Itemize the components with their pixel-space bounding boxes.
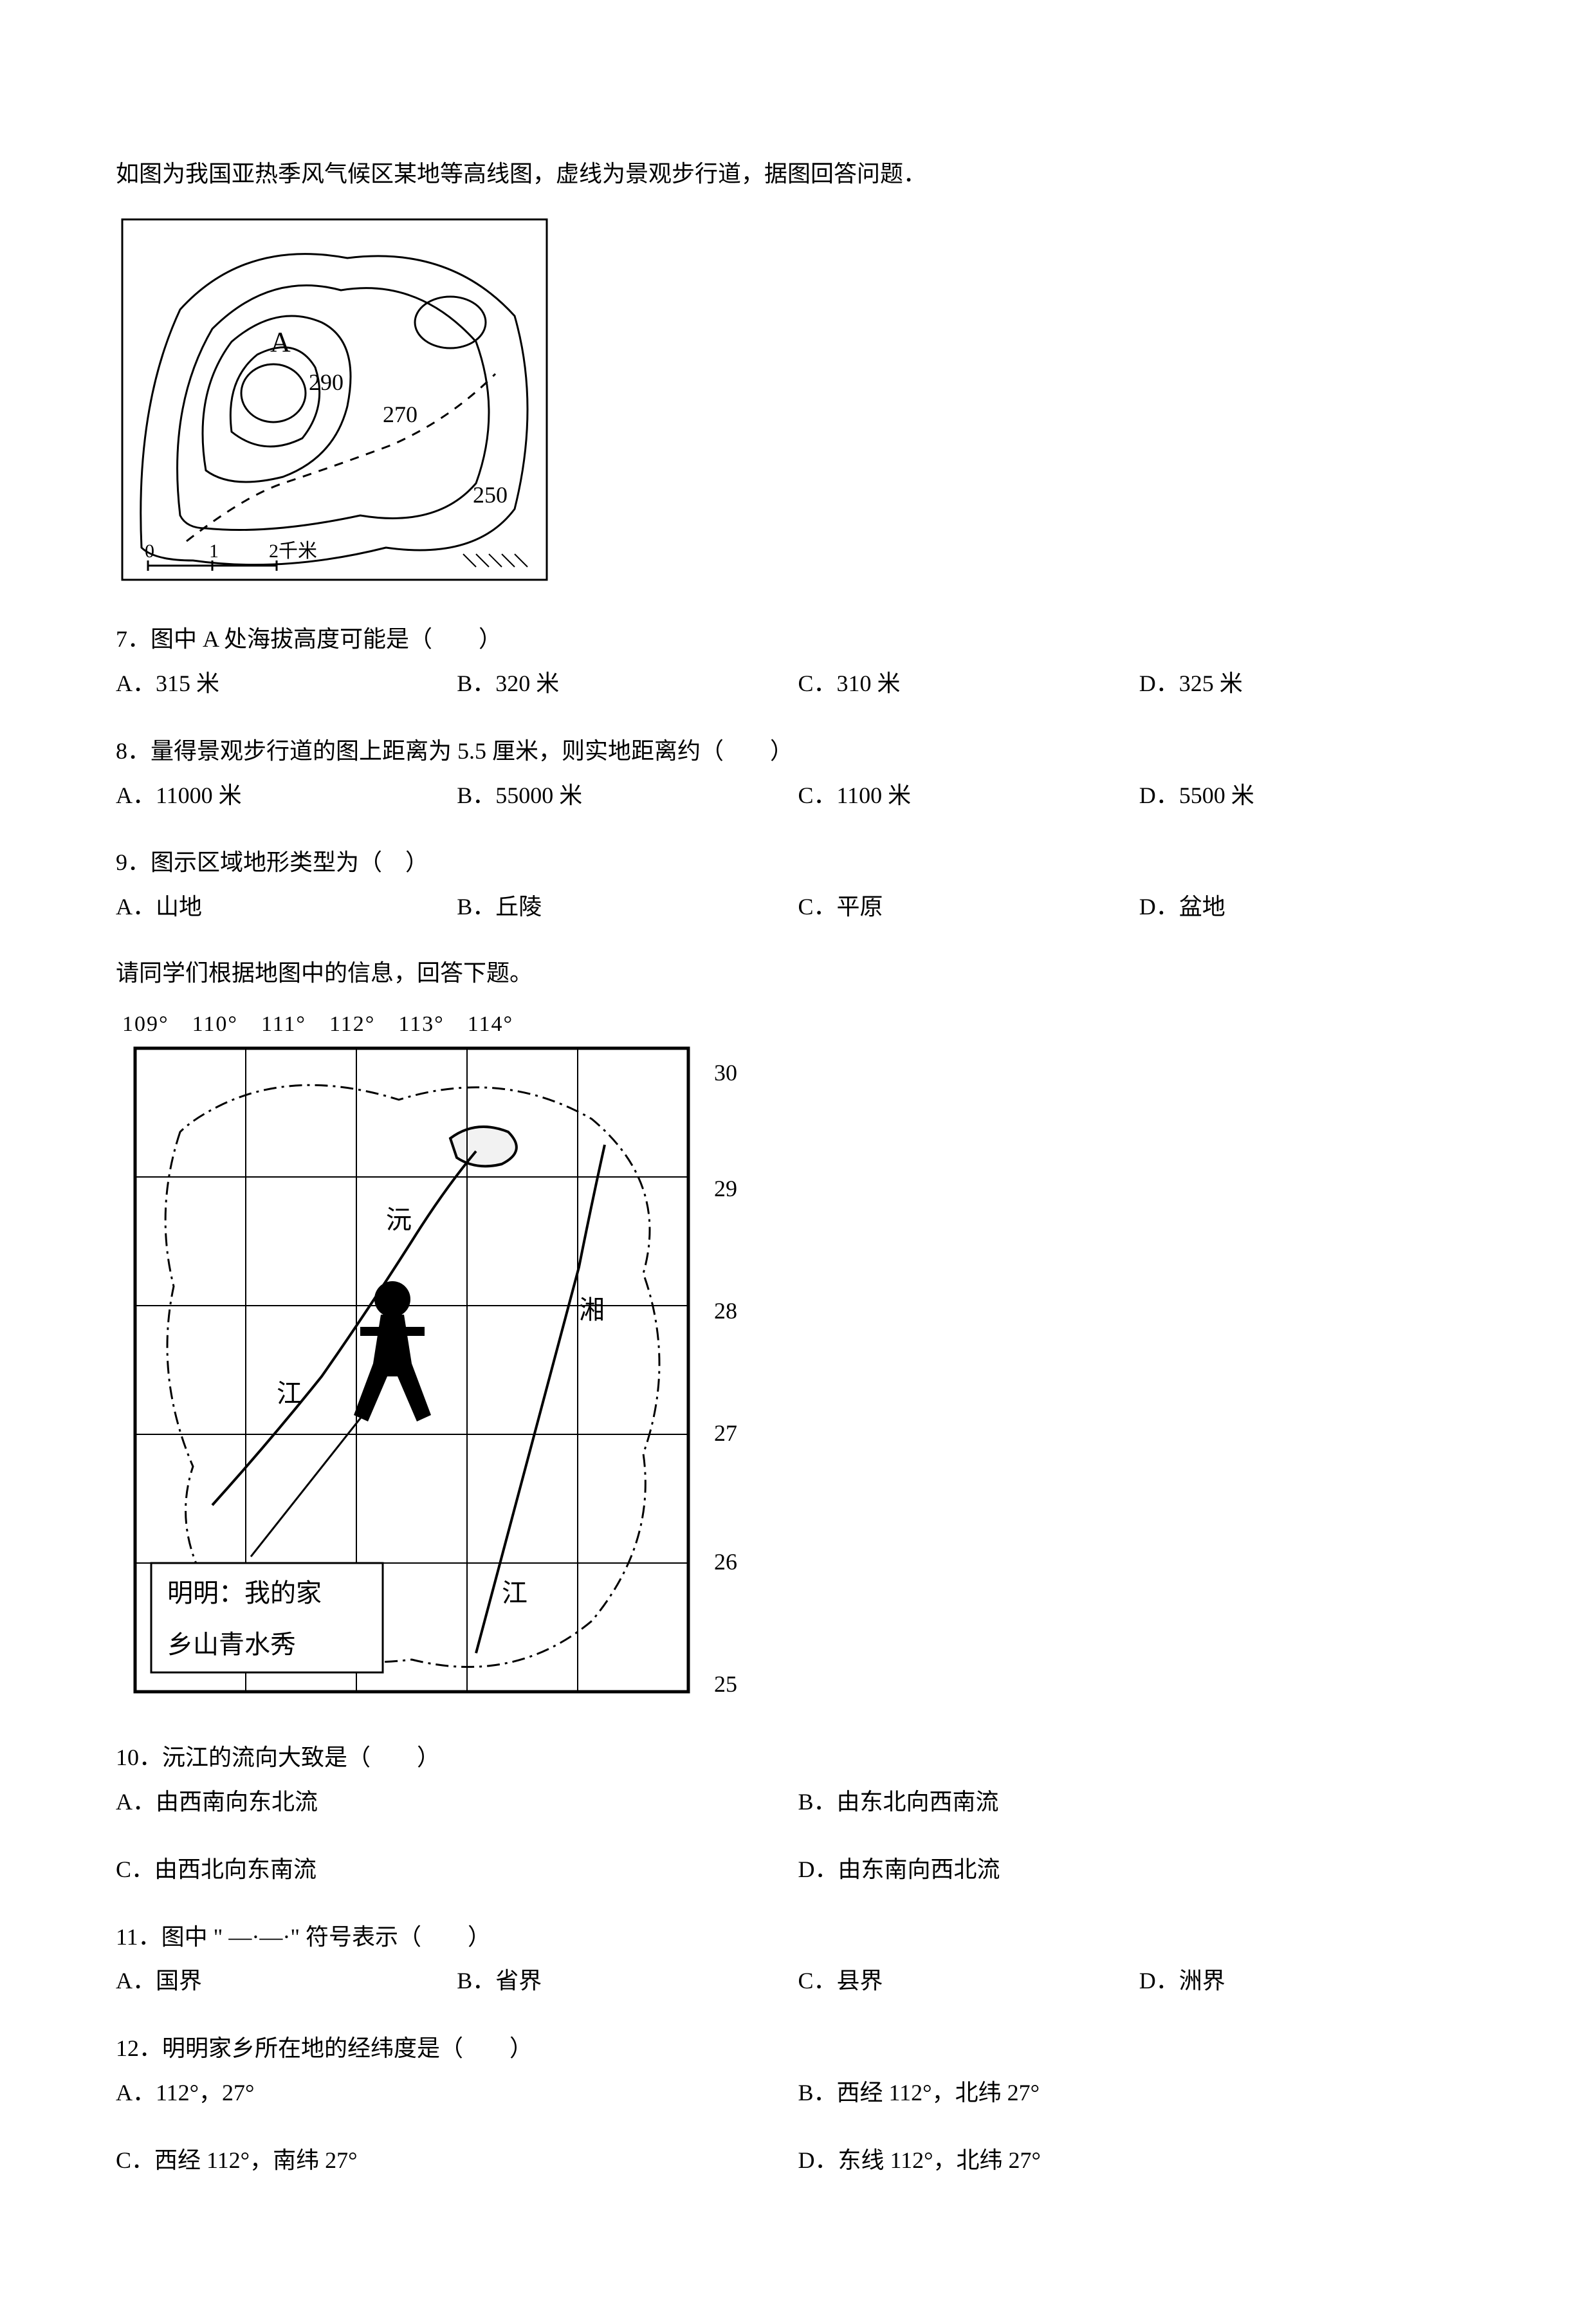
q10-options-row1: A．由西南向东北流 B．由东北向西南流 xyxy=(116,1781,1480,1823)
svg-text:30: 30 xyxy=(714,1060,737,1086)
q9-opt-D[interactable]: D．盆地 xyxy=(1139,886,1480,928)
question-8: 8．量得景观步行道的图上距离为 5.5 厘米，则实地距离约（ ） A．11000… xyxy=(116,730,1480,817)
q8-opt-A[interactable]: A．11000 米 xyxy=(116,775,457,817)
q7-opt-B[interactable]: B．320 米 xyxy=(457,663,798,705)
exam-page: 如图为我国亚热季风气候区某地等高线图，虚线为景观步行道，据图回答问题． xyxy=(0,0,1596,2323)
q8-opt-D[interactable]: D．5500 米 xyxy=(1139,775,1480,817)
question-7: 7．图中 A 处海拔高度可能是（ ） A．315 米 B．320 米 C．310… xyxy=(116,618,1480,705)
q11-opt-C[interactable]: C．县界 xyxy=(798,1960,1139,2002)
svg-text:25: 25 xyxy=(714,1671,737,1697)
q10-stem: 10．沅江的流向大致是（ ） xyxy=(116,1737,1480,1779)
q9-opt-A[interactable]: A．山地 xyxy=(116,886,457,928)
q12-stem: 12．明明家乡所在地的经纬度是（ ） xyxy=(116,2028,1480,2069)
q12-opt-A[interactable]: A．112°，27° xyxy=(116,2072,798,2114)
q8-options: A．11000 米 B．55000 米 C．1100 米 D．5500 米 xyxy=(116,775,1480,817)
q12-options-row1: A．112°，27° B．西经 112°，北纬 27° xyxy=(116,2072,1480,2114)
lon-114: 114° xyxy=(468,1012,513,1037)
q8-opt-B[interactable]: B．55000 米 xyxy=(457,775,798,817)
callout-box: 明明：我的家 乡山青水秀 xyxy=(151,1563,383,1672)
lon-109: 109° xyxy=(122,1012,169,1037)
q7-stem: 7．图中 A 处海拔高度可能是（ ） xyxy=(116,618,1480,660)
q10-options-row2: C．由西北向东南流 D．由东南向西北流 xyxy=(116,1849,1480,1891)
q12-opt-C[interactable]: C．西经 112°，南纬 27° xyxy=(116,2140,798,2181)
callout-line1: 明明：我的家 xyxy=(167,1578,322,1607)
q7-opt-A[interactable]: A．315 米 xyxy=(116,663,457,705)
label-jiang1: 江 xyxy=(277,1379,302,1408)
lon-113: 113° xyxy=(398,1012,444,1037)
figure-province-map: 109° 110° 111° 112° 113° 114° xyxy=(116,1012,1480,1705)
question-12: 12．明明家乡所在地的经纬度是（ ） A．112°，27° B．西经 112°，… xyxy=(116,2028,1480,2181)
label-xiang: 湘 xyxy=(579,1295,605,1324)
intro-text-1: 如图为我国亚热季风气候区某地等高线图，虚线为景观步行道，据图回答问题． xyxy=(116,154,1480,194)
q10-opt-A[interactable]: A．由西南向东北流 xyxy=(116,1781,798,1823)
svg-text:1: 1 xyxy=(209,541,219,562)
contour-270: 270 xyxy=(383,402,417,427)
q11-opt-B[interactable]: B．省界 xyxy=(457,1960,798,2002)
lon-112: 112° xyxy=(329,1012,375,1037)
lon-labels: 109° 110° 111° 112° 113° 114° xyxy=(122,1012,1480,1037)
q12-opt-D[interactable]: D．东线 112°，北纬 27° xyxy=(798,2140,1481,2181)
svg-text:28: 28 xyxy=(714,1298,737,1324)
q11-opt-A[interactable]: A．国界 xyxy=(116,1960,457,2002)
svg-text:0: 0 xyxy=(145,541,154,562)
q11-opt-D[interactable]: D．洲界 xyxy=(1139,1960,1480,2002)
q10-opt-C[interactable]: C．由西北向东南流 xyxy=(116,1849,798,1891)
contour-290: 290 xyxy=(309,369,344,395)
figure-contour-map: A 290 270 250 0 1 2千米 xyxy=(116,213,1480,586)
question-10: 10．沅江的流向大致是（ ） A．由西南向东北流 B．由东北向西南流 C．由西北… xyxy=(116,1737,1480,1890)
q7-opt-C[interactable]: C．310 米 xyxy=(798,663,1139,705)
lat-labels: 30 29 28 27 26 25 xyxy=(714,1060,737,1697)
svg-text:26: 26 xyxy=(714,1549,737,1575)
question-9: 9．图示区域地形类型为（ ） A．山地 B．丘陵 C．平原 D．盆地 xyxy=(116,842,1480,928)
q10-opt-D[interactable]: D．由东南向西北流 xyxy=(798,1849,1481,1891)
q7-options: A．315 米 B．320 米 C．310 米 D．325 米 xyxy=(116,663,1480,705)
label-jiang2: 江 xyxy=(502,1578,527,1607)
intro-text-2: 请同学们根据地图中的信息，回答下题。 xyxy=(116,954,1480,993)
q7-opt-D[interactable]: D．325 米 xyxy=(1139,663,1480,705)
q8-opt-C[interactable]: C．1100 米 xyxy=(798,775,1139,817)
q9-stem: 9．图示区域地形类型为（ ） xyxy=(116,842,1480,884)
svg-text:29: 29 xyxy=(714,1176,737,1201)
lon-110: 110° xyxy=(192,1012,238,1037)
question-11: 11．图中 " —·—·" 符号表示（ ） A．国界 B．省界 C．县界 D．洲… xyxy=(116,1916,1480,2003)
q11-options: A．国界 B．省界 C．县界 D．洲界 xyxy=(116,1960,1480,2002)
q12-options-row2: C．西经 112°，南纬 27° D．东线 112°，北纬 27° xyxy=(116,2140,1480,2181)
label-yuan: 沅 xyxy=(386,1205,412,1234)
q12-opt-B[interactable]: B．西经 112°，北纬 27° xyxy=(798,2072,1481,2114)
callout-line2: 乡山青水秀 xyxy=(167,1630,296,1659)
svg-text:2千米: 2千米 xyxy=(269,541,317,562)
q9-options: A．山地 B．丘陵 C．平原 D．盆地 xyxy=(116,886,1480,928)
svg-text:27: 27 xyxy=(714,1420,737,1446)
province-svg: 沅 江 湘 江 明明：我的家 乡山青水秀 30 29 28 27 26 25 xyxy=(116,1042,823,1705)
q9-opt-B[interactable]: B．丘陵 xyxy=(457,886,798,928)
q10-opt-B[interactable]: B．由东北向西南流 xyxy=(798,1781,1481,1823)
q8-stem: 8．量得景观步行道的图上距离为 5.5 厘米，则实地距离约（ ） xyxy=(116,730,1480,772)
q9-opt-C[interactable]: C．平原 xyxy=(798,886,1139,928)
q11-stem: 11．图中 " —·—·" 符号表示（ ） xyxy=(116,1916,1480,1958)
contour-svg: A 290 270 250 0 1 2千米 xyxy=(116,213,553,586)
label-A: A xyxy=(270,326,291,358)
lon-111: 111° xyxy=(261,1012,306,1037)
contour-250: 250 xyxy=(473,482,508,508)
